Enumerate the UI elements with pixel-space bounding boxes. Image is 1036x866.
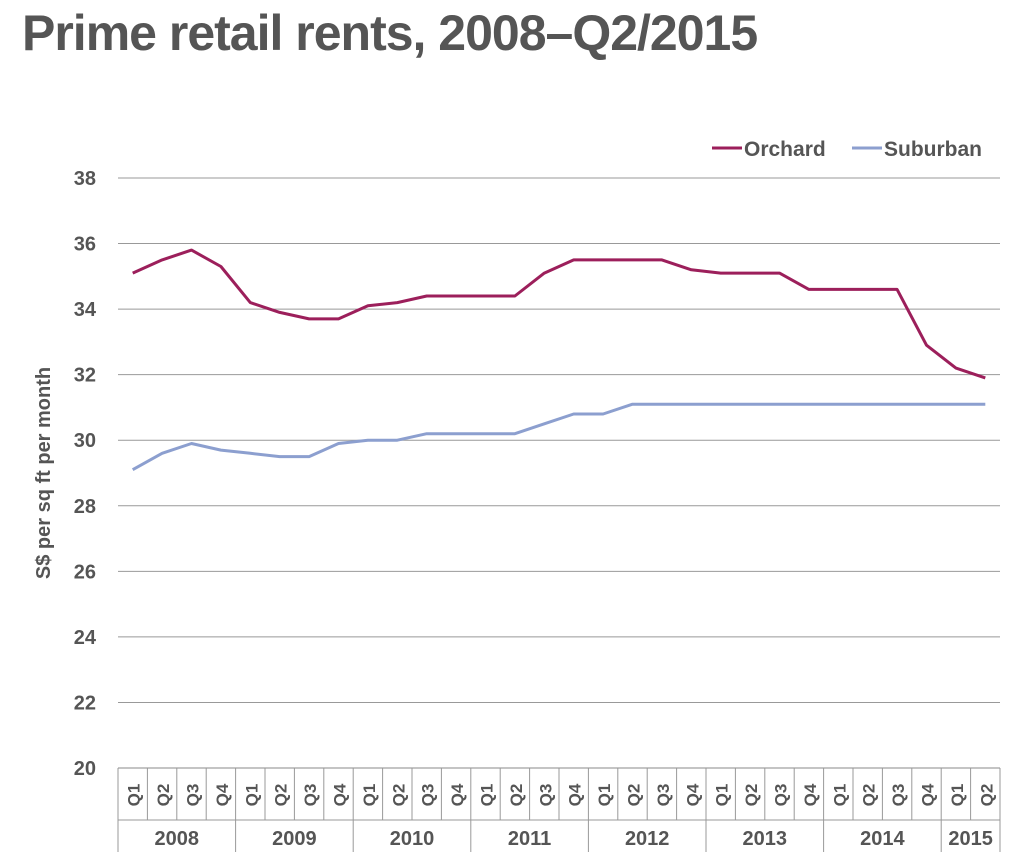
x-tick-label: Q4 <box>213 783 232 806</box>
x-year-label: 2008 <box>155 828 200 850</box>
x-tick-label: Q3 <box>536 784 555 807</box>
x-tick-label: Q3 <box>301 784 320 807</box>
series-line-orchard <box>132 248 986 380</box>
x-tick-label: Q1 <box>830 784 849 807</box>
x-tick-label: Q1 <box>948 784 967 807</box>
x-year-label: 2012 <box>625 828 670 850</box>
y-tick-label: 24 <box>74 627 97 649</box>
x-year-label: 2015 <box>948 828 993 850</box>
x-tick-label: Q4 <box>331 783 350 806</box>
x-tick-label: Q3 <box>772 784 791 807</box>
x-tick-label: Q2 <box>507 784 526 807</box>
x-tick-label: Q4 <box>448 783 467 806</box>
x-tick-label: Q1 <box>360 784 379 807</box>
y-tick-label: 22 <box>74 692 96 714</box>
y-tick-label: 26 <box>74 561 96 583</box>
x-tick-label: Q4 <box>683 783 702 806</box>
y-tick-label: 30 <box>74 430 96 452</box>
x-tick-label: Q1 <box>595 784 614 807</box>
x-tick-label: Q4 <box>801 783 820 806</box>
x-tick-label: Q2 <box>860 784 879 807</box>
x-tick-label: Q1 <box>125 784 144 807</box>
x-year-label: 2010 <box>390 828 435 850</box>
x-tick-label: Q3 <box>654 784 673 807</box>
y-tick-label: 34 <box>74 299 97 321</box>
x-tick-label: Q2 <box>977 784 996 807</box>
x-tick-label: Q1 <box>713 784 732 807</box>
x-tick-label: Q2 <box>154 784 173 807</box>
y-axis-label: S$ per sq ft per month <box>33 367 55 579</box>
x-year-label: 2013 <box>743 828 788 850</box>
y-tick-label: 32 <box>74 365 96 387</box>
x-tick-label: Q1 <box>478 784 497 807</box>
legend-label-suburban: Suburban <box>884 138 982 161</box>
y-tick-label: 38 <box>74 168 96 190</box>
y-tick-label: 36 <box>74 234 96 256</box>
x-tick-label: Q3 <box>889 784 908 807</box>
y-tick-label: 20 <box>74 758 96 780</box>
series-line-suburban <box>131 402 986 472</box>
x-tick-label: Q3 <box>184 784 203 807</box>
x-year-label: 2011 <box>508 828 551 850</box>
x-tick-label: Q2 <box>625 784 644 807</box>
x-tick-label: Q4 <box>566 783 585 806</box>
x-year-label: 2014 <box>860 828 905 850</box>
x-tick-label: Q2 <box>742 784 761 807</box>
y-tick-label: 28 <box>74 496 96 518</box>
x-tick-label: Q2 <box>389 784 408 807</box>
x-tick-label: Q3 <box>419 784 438 807</box>
legend-label-orchard: Orchard <box>744 138 826 161</box>
chart-title: Prime retail rents, 2008–Q2/2015 <box>22 5 758 61</box>
x-year-label: 2009 <box>272 828 317 850</box>
x-tick-label: Q4 <box>919 783 938 806</box>
x-tick-label: Q2 <box>272 784 291 807</box>
x-tick-label: Q1 <box>242 784 261 807</box>
